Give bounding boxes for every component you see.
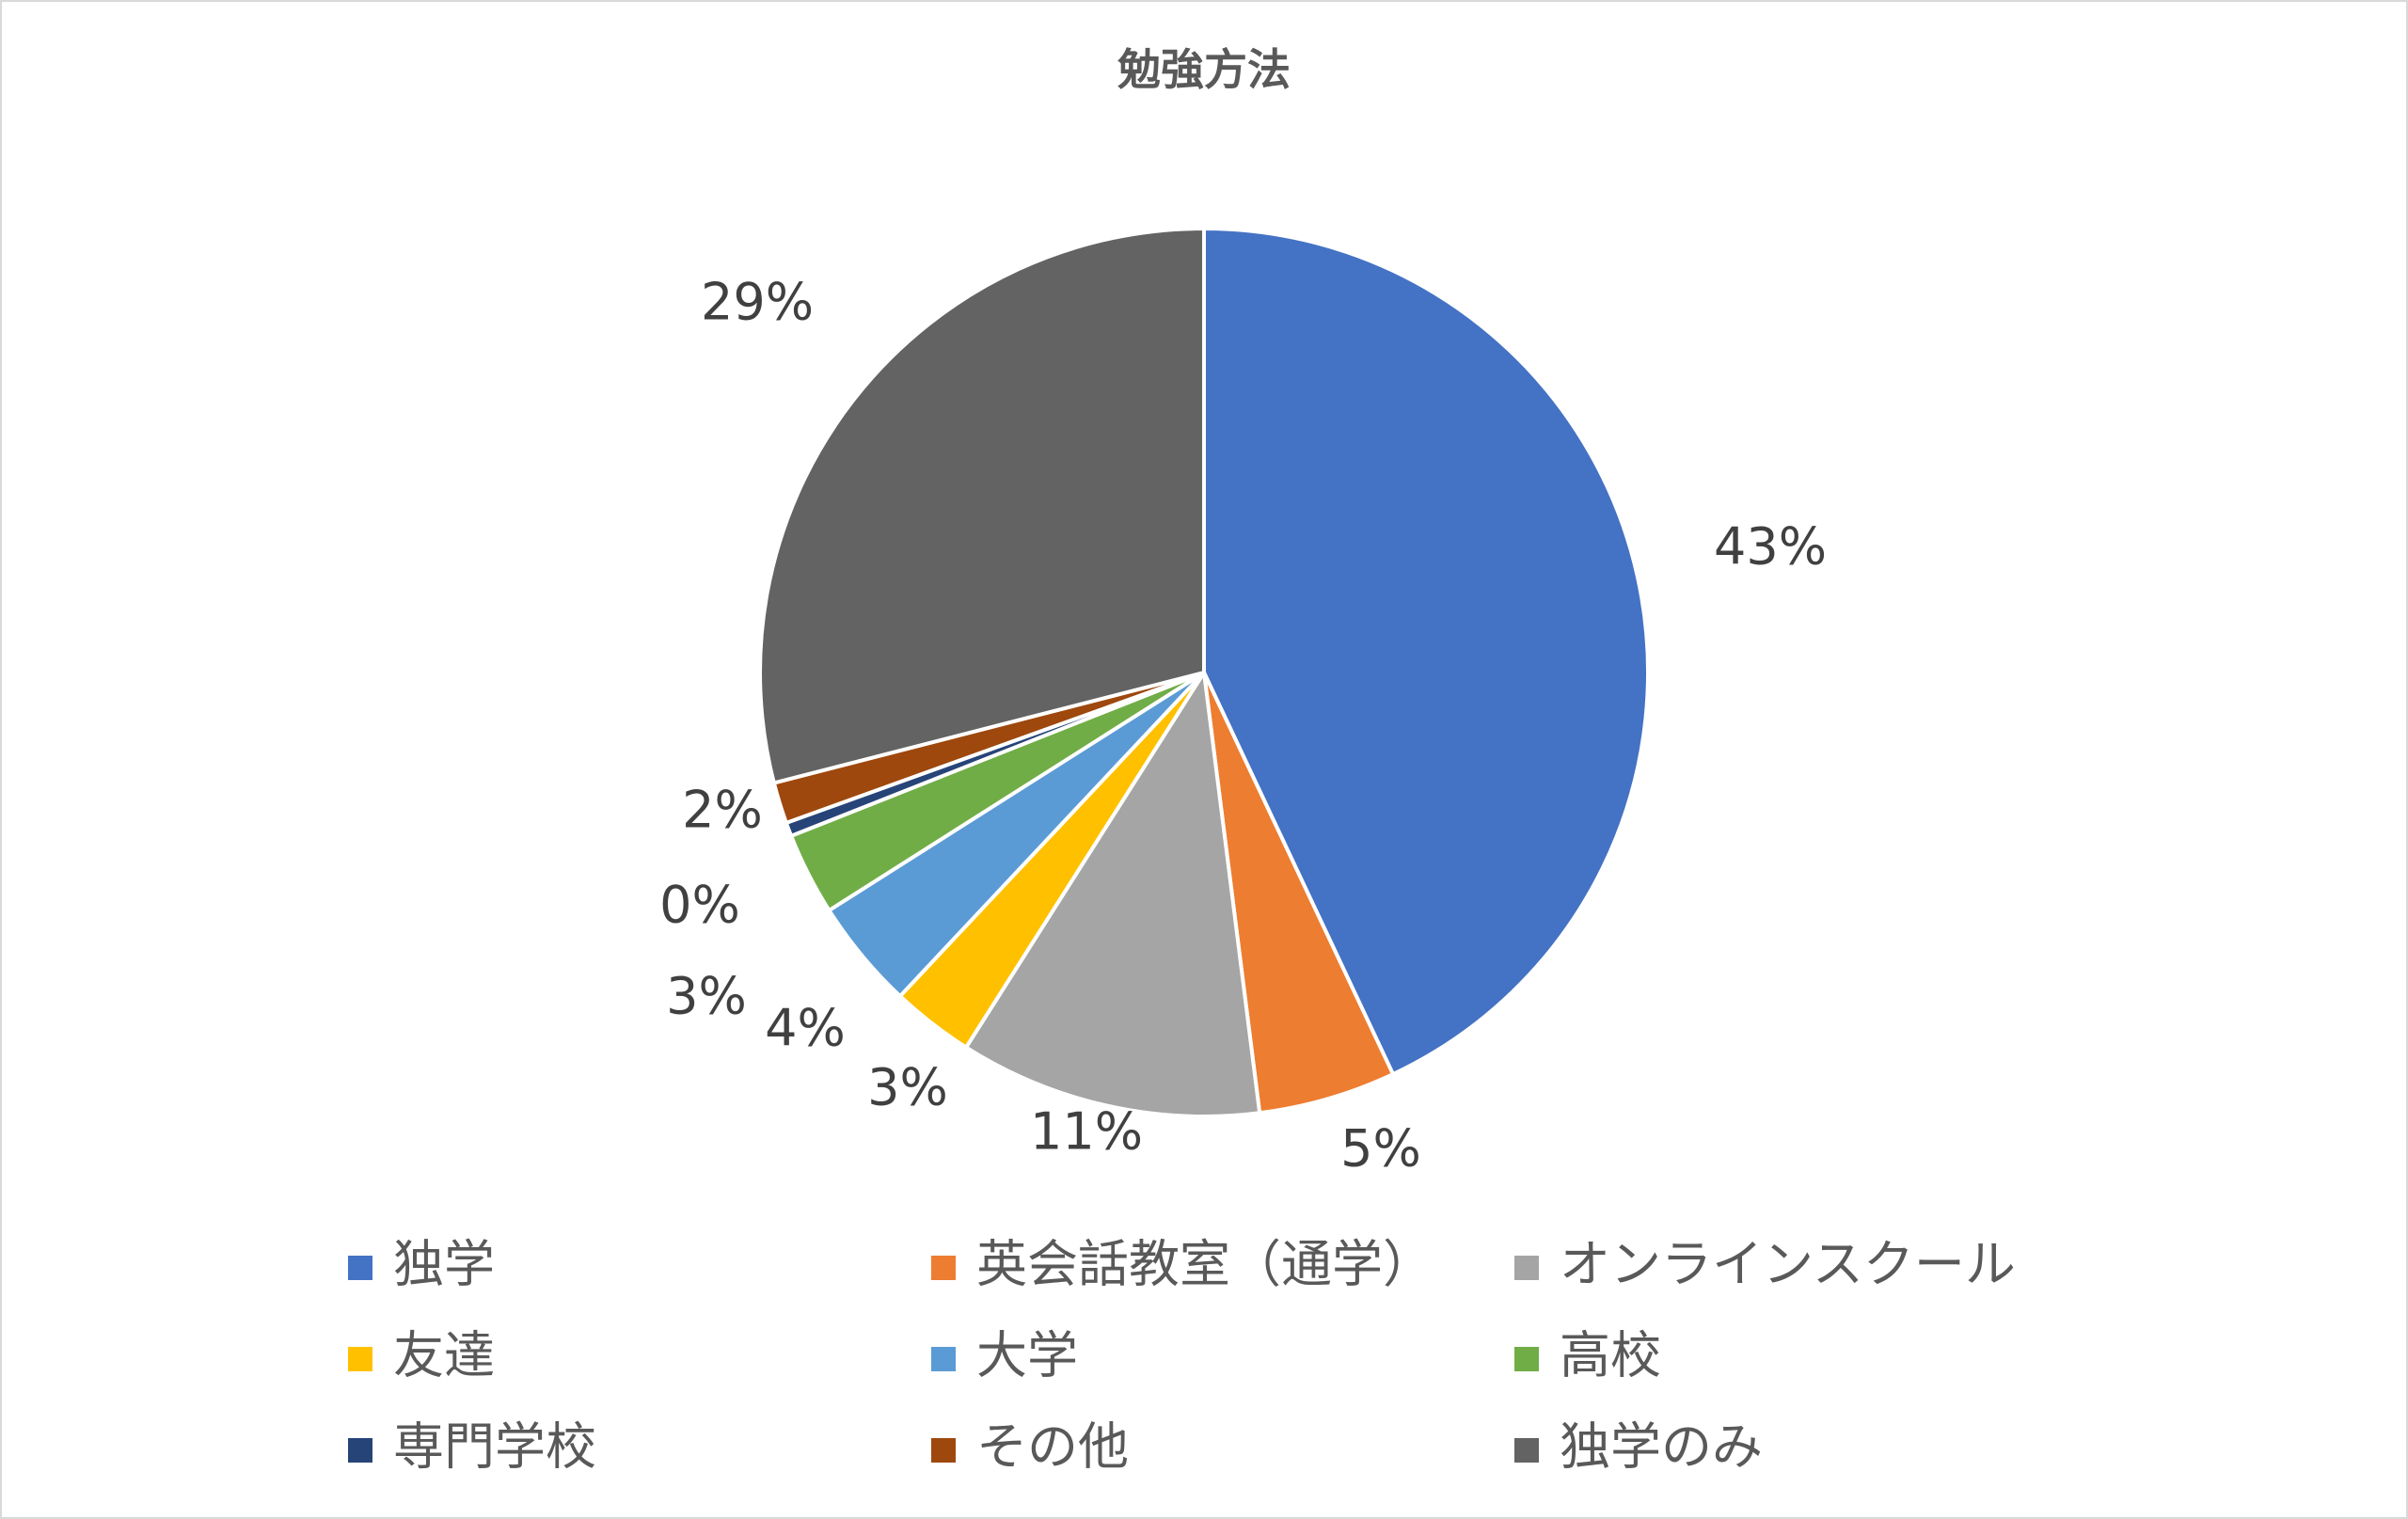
data-label-8: 29%	[701, 273, 814, 332]
legend-label-7: その他	[976, 1417, 1129, 1477]
legend-swatch-7	[931, 1438, 956, 1463]
data-label-0: 43%	[1714, 517, 1827, 577]
chart-title: 勉強方法	[1117, 44, 1291, 95]
legend-swatch-8	[1514, 1438, 1539, 1463]
data-label-7: 2%	[682, 781, 763, 840]
data-label-6: 0%	[659, 876, 740, 935]
pie-slices	[758, 227, 1650, 1118]
legend-label-6: 専門学校	[393, 1417, 596, 1477]
data-label-2: 11%	[1030, 1102, 1143, 1162]
legend-label-4: 大学	[976, 1326, 1078, 1385]
legend-swatch-3	[348, 1347, 372, 1371]
data-label-1: 5%	[1340, 1119, 1421, 1179]
pie-slice-2	[964, 671, 1262, 1118]
legend-label-1: 英会話教室（通学）	[976, 1235, 1434, 1294]
legend-label-2: オンラインスクール	[1560, 1235, 2016, 1294]
data-label-4: 4%	[765, 999, 846, 1058]
data-label-3: 3%	[867, 1058, 948, 1117]
legend-label-3: 友達	[393, 1326, 495, 1385]
data-label-5: 3%	[666, 967, 747, 1026]
legend-swatch-6	[348, 1438, 372, 1463]
legend-swatch-2	[1514, 1256, 1539, 1280]
legend-swatch-1	[931, 1256, 956, 1280]
legend-swatch-5	[1514, 1347, 1539, 1371]
legend-label-0: 独学	[393, 1235, 495, 1294]
legend-label-5: 高校	[1560, 1326, 1661, 1385]
legend-swatch-0	[348, 1256, 372, 1280]
legend-label-8: 独学のみ	[1560, 1417, 1763, 1477]
legend-swatch-4	[931, 1347, 956, 1371]
pie-slice-1	[1202, 671, 1395, 1116]
pie-slice-8	[758, 227, 1206, 785]
pie-slice-0	[1202, 227, 1650, 1077]
data-labels: 43% 5% 11% 3% 4% 3% 0% 2% 29%	[659, 273, 1827, 1179]
